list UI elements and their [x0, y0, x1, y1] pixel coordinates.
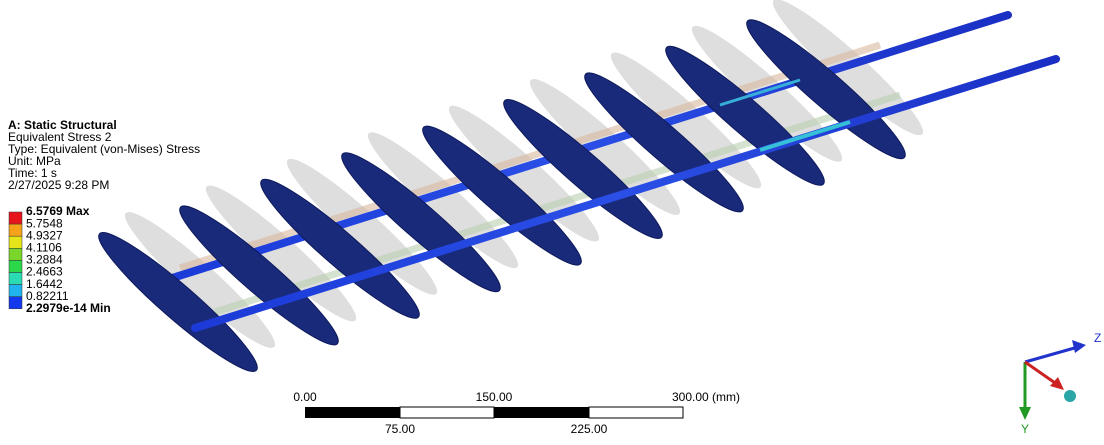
scale-label: 150.00: [476, 390, 513, 404]
model: [88, 0, 1056, 383]
x-axis: [1025, 362, 1058, 385]
triad: ZY: [1019, 331, 1101, 436]
x-arrow: [1050, 377, 1064, 390]
legend-swatch: [9, 285, 22, 297]
scale-label: 300.00 (mm): [672, 390, 740, 404]
z-arrow: [1072, 340, 1086, 353]
result-info: 2/27/2025 9:28 PM: [8, 178, 109, 192]
axis-label: Z: [1094, 331, 1101, 345]
iso-ball: [1064, 390, 1076, 402]
axis-label: Y: [1021, 422, 1029, 436]
legend-swatch: [9, 212, 22, 224]
viewport: A: Static Structural Equivalent Stress 2…: [0, 0, 1104, 440]
scale-segment: [494, 407, 589, 418]
legend-label: 2.2979e-14 Min: [26, 301, 111, 315]
z-axis: [1025, 347, 1078, 362]
y-arrow: [1019, 407, 1031, 420]
scale-label: 75.00: [385, 422, 415, 436]
scale-segment: [589, 407, 683, 418]
legend-swatch: [9, 260, 22, 272]
legend-swatch: [9, 273, 22, 285]
legend-swatch: [9, 248, 22, 260]
scale-label: 225.00: [571, 422, 608, 436]
scale-bar: 0.00 150.00 300.00 (mm) 75.00 225.00: [293, 390, 740, 436]
legend-swatch: [9, 224, 22, 236]
legend-swatch: [9, 236, 22, 248]
scale-segment: [305, 407, 400, 418]
scale-label: 0.00: [293, 390, 317, 404]
legend-swatch: [9, 297, 22, 309]
scale-segment: [400, 407, 494, 418]
